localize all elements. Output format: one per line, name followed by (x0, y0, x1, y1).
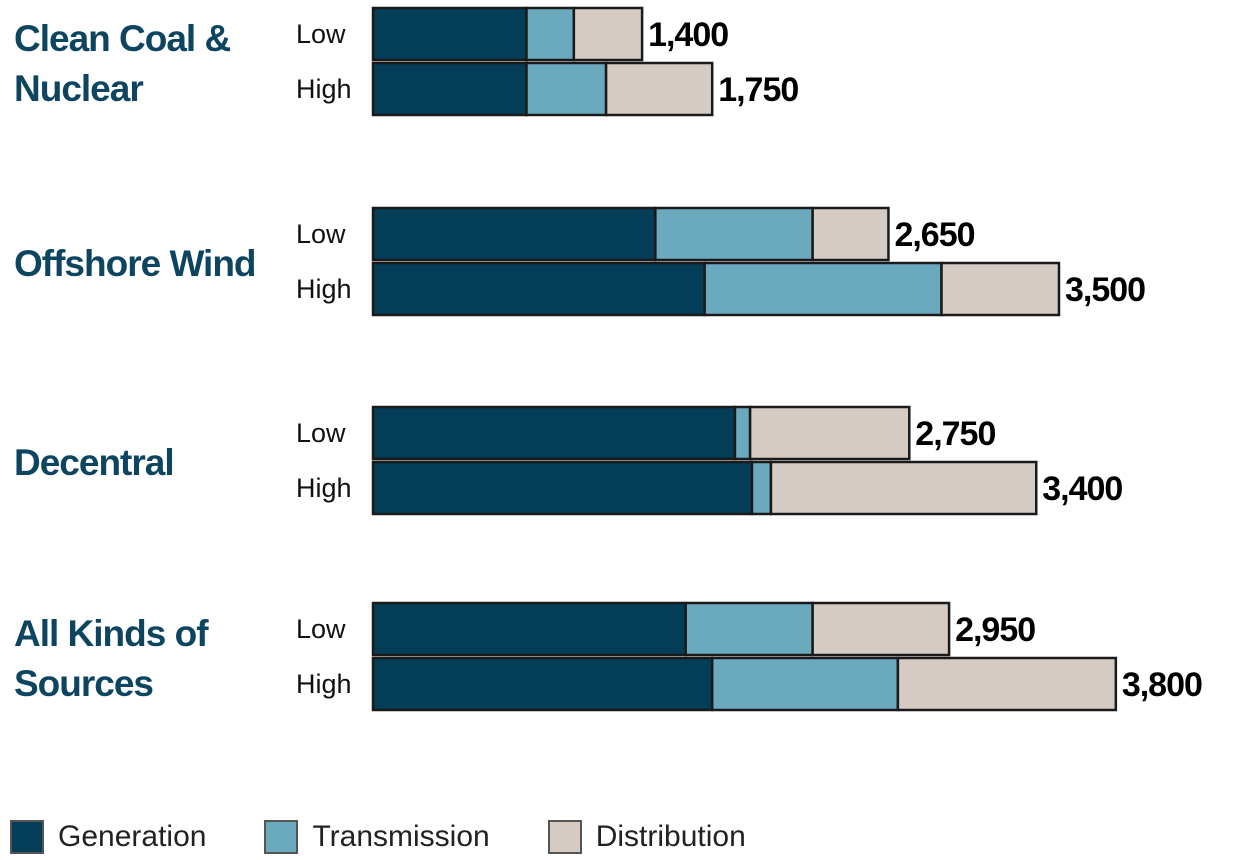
legend-swatch-generation (10, 820, 44, 854)
total-label-all-kinds-of-sources-low: 2,950 (955, 611, 1035, 649)
total-label-clean-coal-nuclear-high: 1,750 (718, 71, 798, 109)
legend-item-transmission: Transmission (264, 820, 490, 854)
group-label-nuclear: Nuclear (14, 68, 143, 109)
group-label-decentral: Decentral (14, 442, 174, 483)
bar-segment-decentral-high-distribution (769, 460, 1038, 516)
group-label-sources: Sources (14, 663, 153, 704)
bar-segment-decentral-low-generation (371, 405, 737, 461)
bar-segment-clean-coal-nuclear-low-distribution (572, 6, 644, 62)
bar-segment-offshore-wind-low-distribution (811, 206, 890, 262)
group-label-all-kinds-of: All Kinds of (14, 613, 209, 654)
bar-segment-decentral-high-generation (371, 460, 754, 516)
legend-label-generation: Generation (58, 820, 207, 853)
legend-label-transmission: Transmission (312, 820, 490, 853)
bar-segment-clean-coal-nuclear-high-distribution (604, 61, 714, 117)
bar-segment-all-kinds-of-sources-low-transmission (684, 601, 814, 657)
scenario-label-decentral-low: Low (296, 418, 346, 448)
scenario-label-offshore-wind-low: Low (296, 219, 346, 249)
bar-segment-decentral-low-transmission (733, 405, 752, 461)
total-label-offshore-wind-high: 3,500 (1065, 271, 1145, 309)
total-label-all-kinds-of-sources-high: 3,800 (1122, 666, 1202, 704)
bar-segment-offshore-wind-low-transmission (654, 206, 814, 262)
bar-segment-offshore-wind-low-generation (371, 206, 657, 262)
scenario-label-offshore-wind-high: High (296, 274, 352, 304)
legend-item-distribution: Distribution (547, 820, 746, 854)
legend: Generation Transmission Distribution (10, 820, 804, 854)
legend-swatch-transmission (264, 820, 299, 854)
scenario-label-all-kinds-of-sources-high: High (296, 669, 352, 699)
scenario-label-decentral-high: High (296, 473, 352, 503)
bar-segment-offshore-wind-high-distribution (940, 261, 1061, 317)
bar-segment-offshore-wind-high-transmission (703, 261, 943, 317)
bar-segment-all-kinds-of-sources-high-transmission (710, 656, 900, 712)
bar-segment-decentral-high-transmission (750, 460, 773, 516)
scenario-label-clean-coal-nuclear-high: High (296, 74, 352, 104)
bar-segment-decentral-low-distribution (748, 405, 911, 461)
stacked-bar-chart: Clean Coal & Nuclear Low 1,400 High 1,750 Offs… (14, 6, 1203, 712)
group-label-offshore-wind: Offshore Wind (14, 243, 256, 284)
bar-segment-all-kinds-of-sources-high-distribution (896, 656, 1118, 712)
legend-label-distribution: Distribution (595, 820, 746, 853)
group-label-clean-coal: Clean Coal & (14, 18, 230, 59)
bar-segment-clean-coal-nuclear-low-transmission (525, 6, 576, 62)
legend-swatch-distribution (547, 820, 582, 854)
bar-segment-clean-coal-nuclear-low-generation (371, 6, 528, 62)
bar-segment-offshore-wind-high-generation (371, 261, 706, 317)
bar-segment-all-kinds-of-sources-high-generation (371, 656, 714, 712)
bar-segment-clean-coal-nuclear-high-transmission (525, 61, 608, 117)
bar-segment-clean-coal-nuclear-high-generation (371, 61, 528, 117)
total-label-clean-coal-nuclear-low: 1,400 (648, 16, 728, 54)
bar-segment-all-kinds-of-sources-low-generation (371, 601, 687, 657)
legend-item-generation: Generation (10, 820, 206, 854)
scenario-label-all-kinds-of-sources-low: Low (296, 614, 346, 644)
total-label-offshore-wind-low: 2,650 (894, 216, 974, 254)
scenario-label-clean-coal-nuclear-low: Low (296, 19, 346, 49)
total-label-decentral-low: 2,750 (915, 415, 995, 453)
bar-segment-all-kinds-of-sources-low-distribution (811, 601, 951, 657)
total-label-decentral-high: 3,400 (1042, 470, 1122, 508)
